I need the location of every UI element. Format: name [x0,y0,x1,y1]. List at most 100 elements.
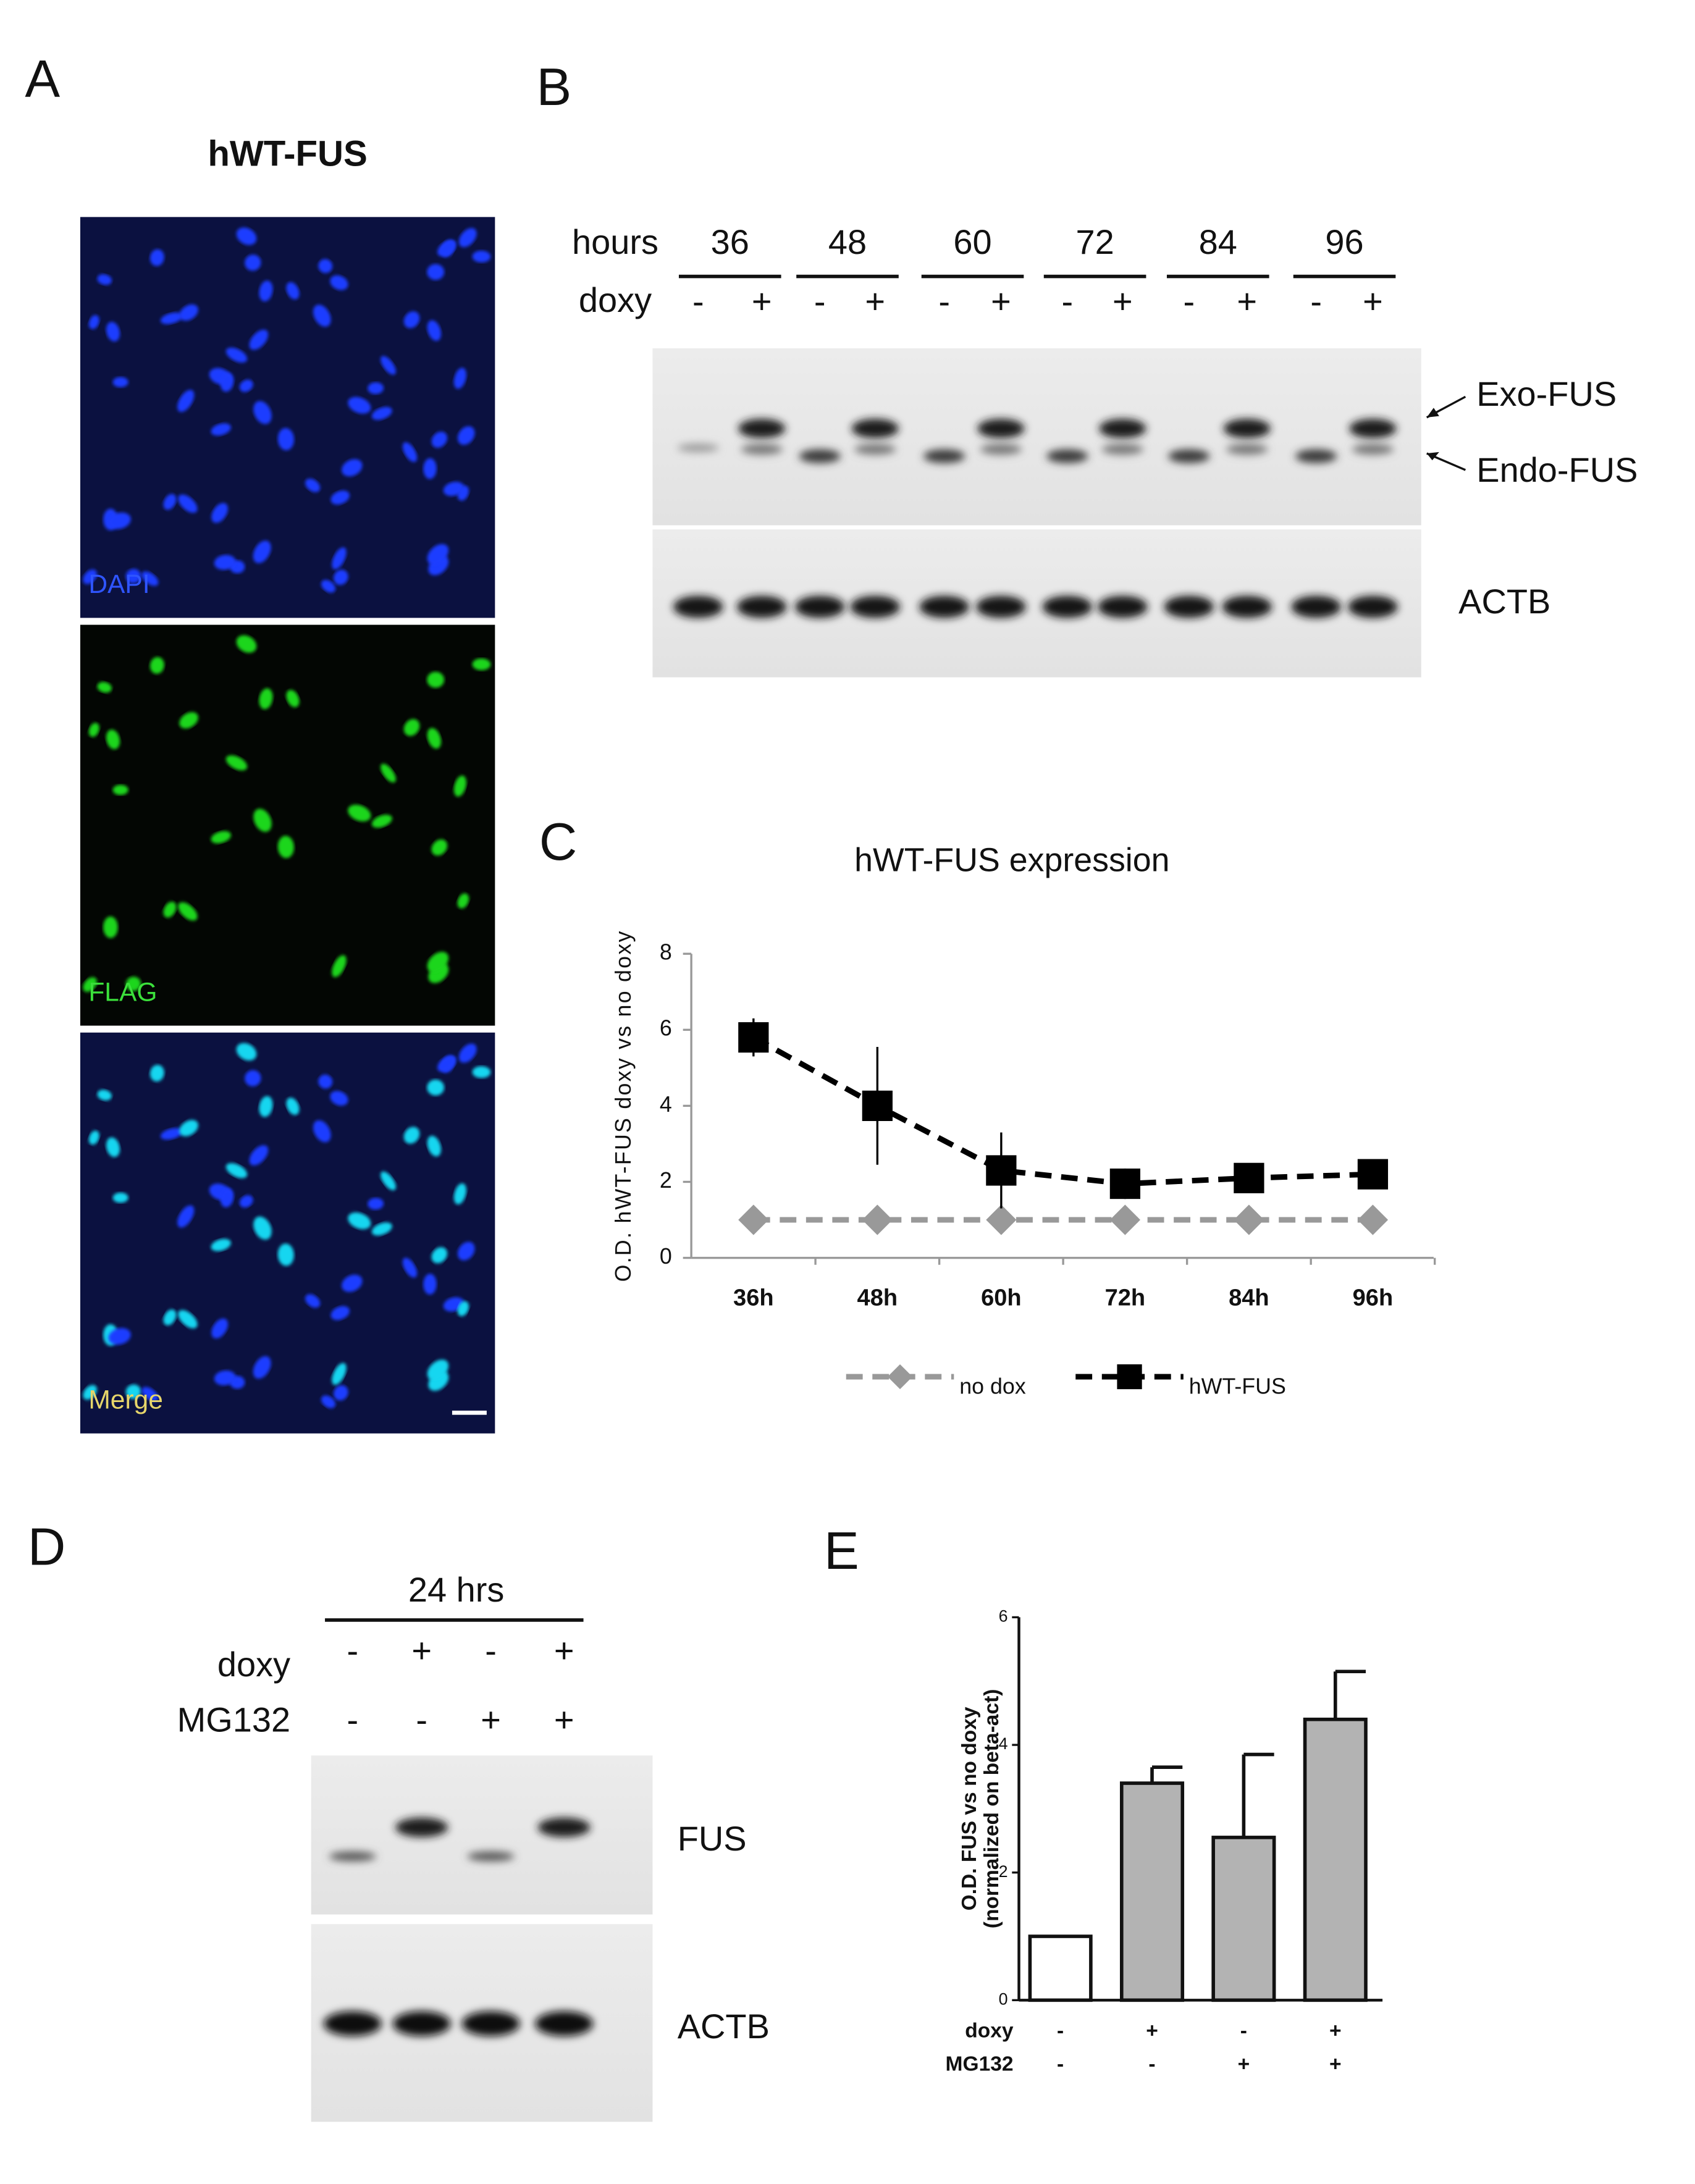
nucleus [149,249,164,266]
band [919,595,969,618]
panel-letter: B [536,58,571,117]
nucleus [106,322,120,342]
nucleus [88,1130,99,1145]
nucleus [141,571,159,586]
nucleus [330,275,348,290]
panel-letter: D [28,1518,65,1576]
nucleus [458,1043,477,1063]
marker [738,1204,769,1235]
sign: - [347,1631,358,1670]
panel-letter: C [539,813,577,872]
band [976,595,1026,618]
x-tick-label: 72h [1105,1285,1146,1311]
y-tick-label: 6 [999,1607,1008,1626]
nucleus [427,320,442,341]
band-label: Exo-FUS [1476,374,1617,413]
doxy-sign: - [1062,282,1074,321]
nucleus [97,682,112,693]
nucleus [403,311,420,329]
nucleus [457,485,469,501]
nucleus [437,1055,456,1072]
band [736,595,787,618]
marker [862,1204,893,1235]
nucleus [458,228,477,248]
nucleus [348,1212,371,1230]
band [1352,443,1394,455]
nucleus [249,329,269,350]
nucleus [472,658,491,671]
band-label: FUS [678,1819,747,1858]
nucleus [472,1066,491,1078]
nucleus [160,1128,183,1140]
condition-sign: - [1057,2052,1064,2075]
hour-label: 48 [828,222,867,261]
nucleus [211,503,229,523]
hour-label: 96 [1325,222,1363,261]
doxy-sign: - [938,282,950,321]
nucleus [342,459,363,477]
nucleus [371,814,392,828]
y-axis-label: O.D. hWT-FUS doxy vs no doxy [611,930,636,1282]
band [1295,449,1337,463]
nucleus [333,569,348,586]
blot-b: Exo-FUS Endo-FUS ACTB hours doxy [572,222,1638,678]
doxy-sign: + [1363,282,1383,321]
nucleus [431,431,448,448]
y-tick-label: 2 [660,1168,672,1193]
nucleus [348,397,371,414]
nucleus [253,1356,271,1379]
nucleus [177,390,195,413]
hour-label: 72 [1075,222,1114,261]
doxy-sign: - [692,282,704,321]
chart-title: hWT-FUS expression [854,842,1169,879]
bands [323,1817,594,2036]
blot-d: 24 hrs FUS ACTB [311,1570,770,2122]
nucleus [305,478,321,492]
nucleus [431,1247,448,1264]
nucleus [160,312,183,324]
nucleus [381,1171,396,1191]
sign: + [411,1631,432,1670]
band [850,595,901,618]
error-bar [1333,1670,1366,1720]
nucleus [330,490,350,505]
nucleus [245,1070,261,1086]
band [923,449,965,463]
doxy-sign: + [752,282,772,321]
channel-label: DAPI [88,570,149,599]
x-tick-label: 36h [733,1285,774,1311]
chart-c: hWT-FUS expression O.D. hWT-FUS doxy vs n… [611,842,1436,1398]
band [1168,449,1210,463]
band [677,443,719,452]
nucleus [214,1370,236,1386]
nucleus [371,406,392,420]
channel-label: FLAG [88,978,157,1007]
nucleus [423,1274,437,1295]
band [741,443,783,455]
nucleus [245,254,261,271]
nucleus [457,893,469,909]
band [794,595,845,618]
nucleus [236,1043,257,1061]
band [537,1817,591,1838]
band-label: ACTB [1458,582,1550,621]
blot-membrane [311,1755,653,1915]
band [395,1817,448,1838]
nucleus [125,569,141,584]
nucleus [178,902,198,921]
nucleus [178,1310,198,1329]
row-label: doxy [217,1645,290,1684]
y-tick-label: 0 [660,1244,672,1269]
nucleus [149,657,164,674]
nucleus [225,347,248,363]
nucleus [427,264,445,280]
band [1349,419,1397,439]
nucleus [313,304,331,327]
y-axis-label: (normalized on beta-act) [980,1689,1003,1929]
marker [986,1204,1017,1235]
row-label: MG132 [177,1700,290,1739]
doxy-sign: - [814,282,826,321]
blot-membrane [652,348,1421,526]
band [1101,443,1143,455]
